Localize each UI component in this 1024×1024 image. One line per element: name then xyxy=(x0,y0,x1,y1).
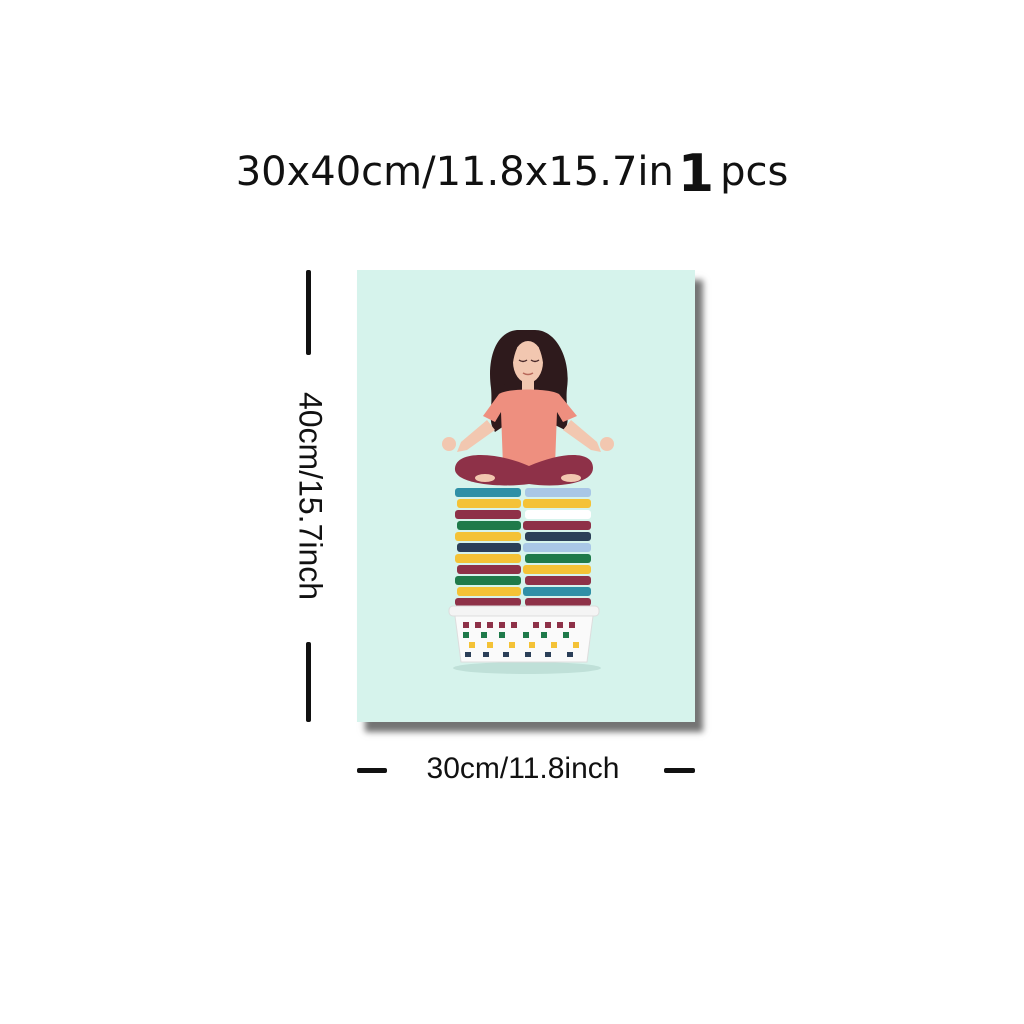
quantity-text: 1 xyxy=(677,144,715,204)
width-label: 30cm/11.8inch xyxy=(426,752,620,785)
height-bar-bottom xyxy=(306,642,311,722)
width-bar-left xyxy=(357,768,387,773)
width-bar-right xyxy=(664,768,695,773)
height-bar-top xyxy=(306,270,311,355)
left-laundry-stack xyxy=(455,488,521,606)
right-laundry-stack xyxy=(523,488,591,606)
shirt xyxy=(483,389,577,466)
poster-illustration xyxy=(442,330,614,674)
size-headline: 30x40cm/11.8x15.7in1 pcs xyxy=(0,138,1024,204)
quantity-unit: pcs xyxy=(720,149,789,195)
floor-shadow xyxy=(453,662,601,674)
size-text: 30x40cm/11.8x15.7in xyxy=(235,149,674,195)
laundry-basket xyxy=(448,605,600,663)
poster-artwork xyxy=(357,270,695,722)
height-label: 40cm/15.7inch xyxy=(292,391,329,601)
face xyxy=(513,341,543,383)
